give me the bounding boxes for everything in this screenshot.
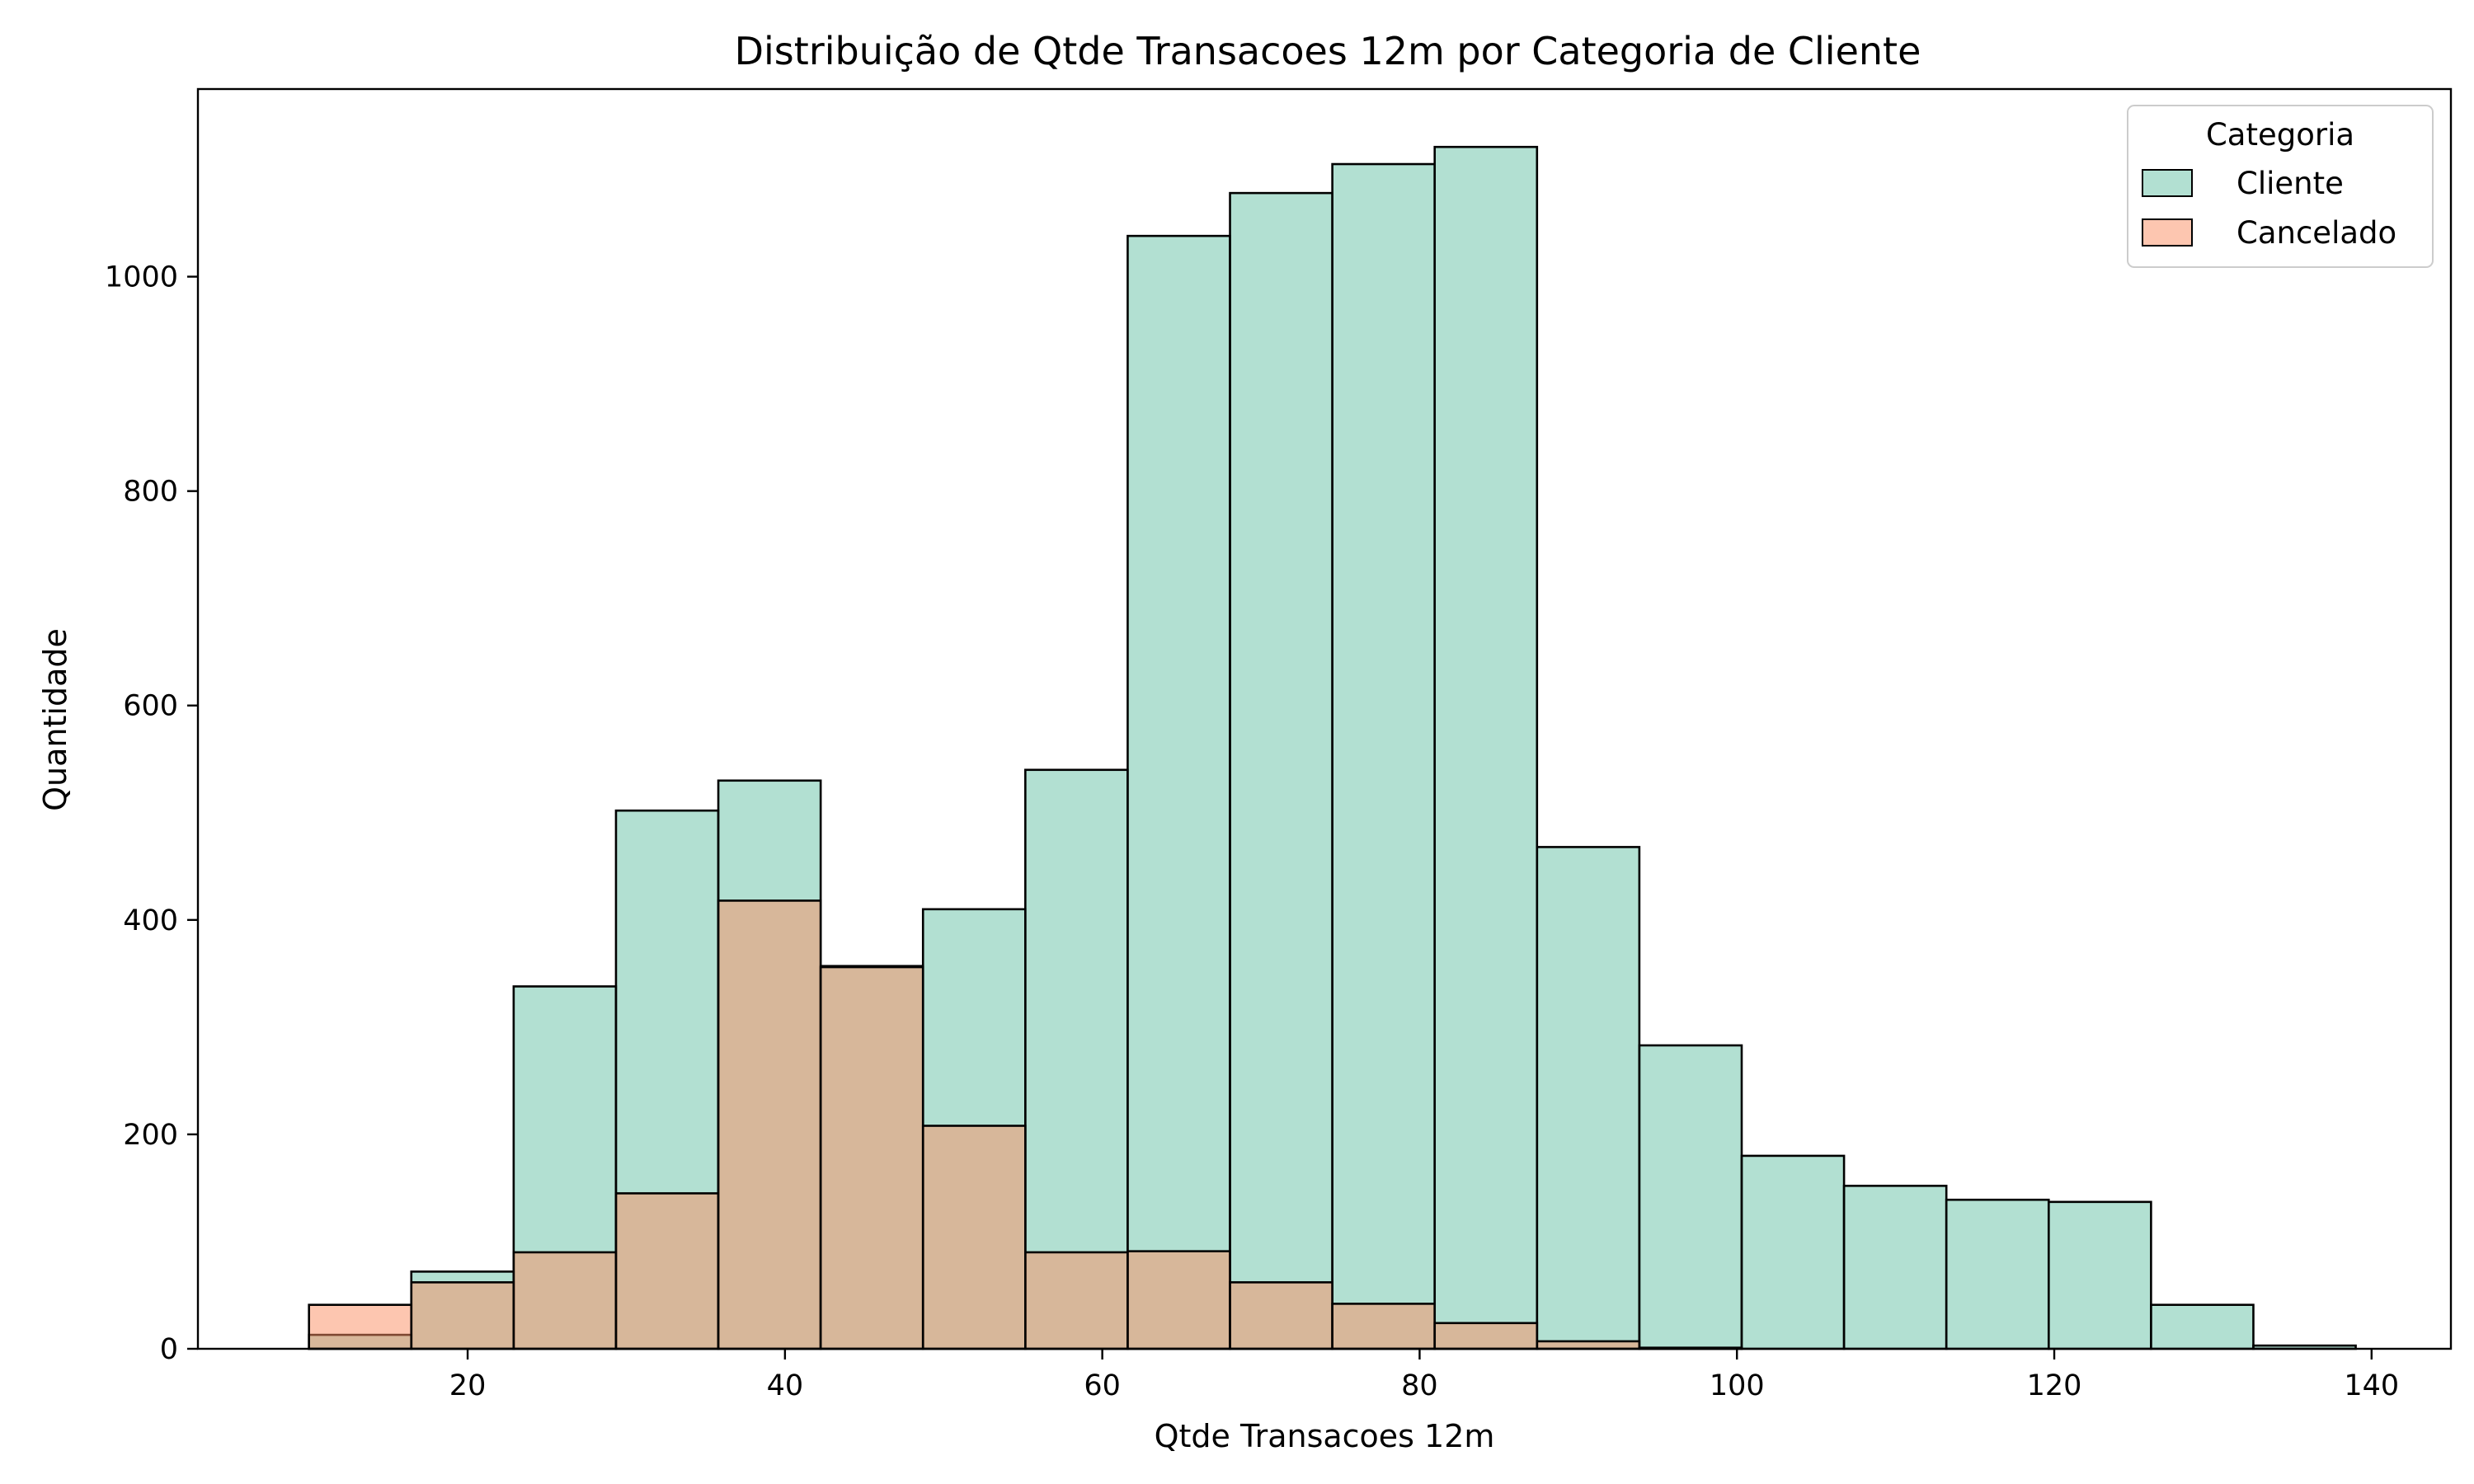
bar-cliente-10 [1331, 162, 1437, 1350]
legend-box [2127, 105, 2434, 268]
bar-cancelado-10 [1331, 1303, 1437, 1350]
x-axis-label: Qtde Transacoes 12m [1155, 1418, 1495, 1454]
bar-cliente-13 [1638, 1044, 1743, 1350]
plot-frame [196, 87, 2453, 1350]
legend-swatch-cancelado [2142, 218, 2193, 247]
x-tick-label: 60 [1084, 1369, 1121, 1402]
bar-cliente-9 [1229, 191, 1333, 1350]
series-cancelado-bars [308, 899, 1743, 1350]
y-tick-label: 200 [123, 1119, 178, 1152]
x-tick-label: 20 [449, 1369, 487, 1402]
bar-cliente-12 [1536, 846, 1641, 1350]
bar-cancelado-2 [512, 1251, 618, 1350]
chart-title: Distribuição de Qtde Transacoes 12m por … [735, 29, 1921, 73]
y-axis-label: Quantidade [37, 628, 73, 811]
bar-cancelado-12 [1536, 1340, 1641, 1350]
legend-label-cliente: Cliente [2236, 166, 2344, 201]
y-tick-label: 1000 [105, 261, 178, 294]
bar-cancelado-7 [1024, 1251, 1129, 1350]
bar-cliente-16 [1945, 1198, 2050, 1350]
x-tick-label: 100 [1710, 1369, 1765, 1402]
x-tick-label: 120 [2027, 1369, 2082, 1402]
bar-cliente-18 [2150, 1303, 2255, 1350]
legend-label-cancelado: Cancelado [2236, 215, 2396, 251]
bar-cliente-14 [1740, 1154, 1846, 1350]
y-tick-label: 800 [123, 476, 178, 509]
bar-cliente-11 [1433, 145, 1539, 1350]
bar-cliente-8 [1126, 234, 1231, 1350]
y-tick-label: 600 [123, 690, 178, 723]
y-tick-label: 400 [123, 904, 178, 937]
bar-cancelado-5 [819, 965, 924, 1350]
bar-cancelado-3 [614, 1192, 720, 1350]
y-tick-label: 0 [160, 1333, 178, 1366]
bar-cancelado-4 [717, 899, 822, 1350]
bar-cancelado-6 [921, 1125, 1027, 1350]
bar-cancelado-11 [1433, 1322, 1539, 1350]
bar-cliente-15 [1842, 1185, 1948, 1350]
x-tick-label: 140 [2344, 1369, 2399, 1402]
y-axis-ticks: 0 200 400 600 800 1000 [105, 261, 198, 1366]
series-cliente-bars [308, 145, 2357, 1350]
bar-cancelado-8 [1126, 1250, 1231, 1350]
bar-cliente-17 [2047, 1200, 2152, 1350]
bar-cancelado-0 [308, 1303, 413, 1350]
legend-title: Categoria [2206, 117, 2354, 153]
bar-cancelado-1 [410, 1281, 515, 1350]
x-axis-ticks: 20 40 60 80 100 120 140 [449, 1349, 2399, 1402]
bar-cancelado-9 [1229, 1281, 1333, 1350]
x-tick-label: 40 [767, 1369, 804, 1402]
legend: Categoria Cliente Cancelado [2127, 105, 2434, 268]
x-tick-label: 80 [1401, 1369, 1438, 1402]
legend-swatch-cliente [2142, 169, 2193, 197]
